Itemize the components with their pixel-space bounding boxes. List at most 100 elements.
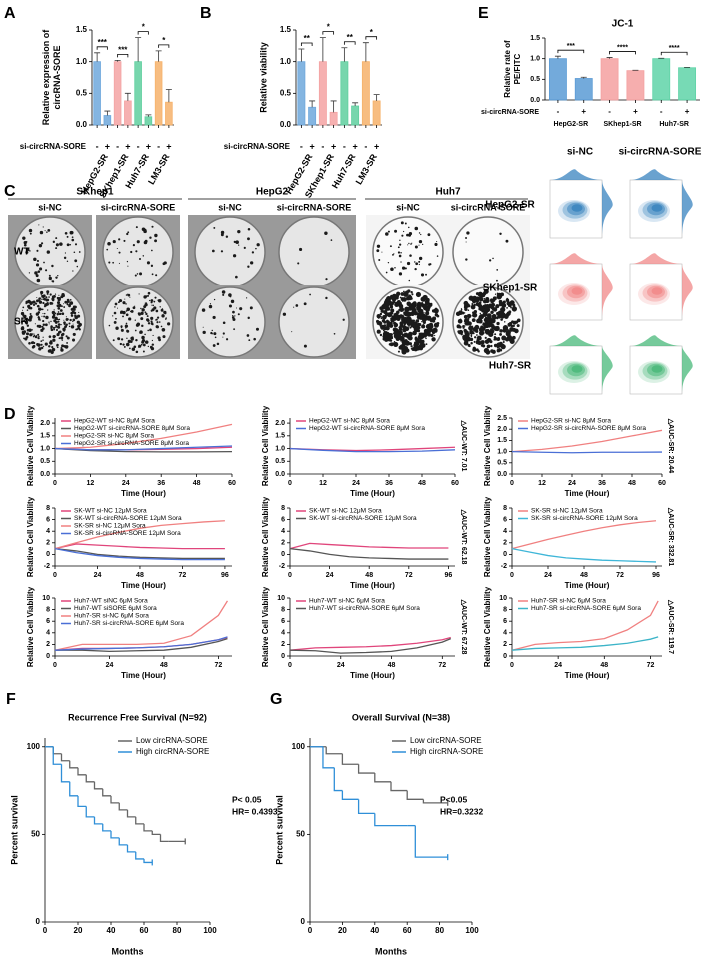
colony <box>407 335 413 341</box>
colony <box>493 338 496 341</box>
colony <box>158 338 161 342</box>
colony <box>390 318 395 323</box>
y-axis-label: Relative rate of <box>503 40 512 98</box>
colony <box>418 332 422 336</box>
colony <box>37 316 40 319</box>
flow-density <box>651 365 663 373</box>
colony <box>496 337 501 342</box>
significance-bracket <box>557 49 585 54</box>
colony <box>58 318 61 321</box>
x-tick-label: 36 <box>598 480 606 487</box>
colony <box>152 304 154 307</box>
colony <box>139 330 143 334</box>
legend-label: SK-SR si-NC 12μM Sora <box>74 523 146 530</box>
treatment-sign: - <box>364 141 367 151</box>
treatment-sign: - <box>96 141 99 151</box>
colony <box>380 309 384 313</box>
colony <box>146 261 151 265</box>
colony <box>64 345 69 349</box>
series-line <box>54 547 225 560</box>
colony <box>463 314 468 319</box>
colony <box>325 278 328 281</box>
colony <box>119 299 123 303</box>
colony <box>407 289 411 293</box>
colony <box>464 325 466 327</box>
colony <box>480 330 484 334</box>
treatment-sign: - <box>608 107 611 116</box>
colony <box>56 312 60 316</box>
colony <box>71 236 74 239</box>
colony <box>28 307 31 310</box>
colony <box>76 265 79 268</box>
colony <box>45 269 48 272</box>
colony <box>38 324 42 328</box>
cell-line-label: HepG2 <box>256 187 289 198</box>
y-tick-label: 0.0 <box>530 97 540 104</box>
colony <box>233 240 236 243</box>
colony <box>38 224 40 226</box>
significance-bracket <box>96 46 108 50</box>
colony <box>457 330 462 335</box>
legend-label: Huh7-WT si-circRNA-SORE 6μM Sora <box>309 605 420 612</box>
colony <box>406 233 409 237</box>
colony <box>125 322 128 325</box>
colony <box>135 338 138 342</box>
colony <box>325 296 328 300</box>
y-axis-label: Relative Cell Viability <box>261 405 270 486</box>
colony <box>213 226 216 229</box>
colony <box>147 294 150 297</box>
colony <box>236 307 238 309</box>
colony <box>386 320 388 322</box>
colony <box>78 251 81 253</box>
colony <box>467 332 470 336</box>
colony <box>50 350 54 355</box>
colony <box>399 239 401 241</box>
colony <box>414 267 417 271</box>
colony <box>488 331 494 337</box>
colony <box>429 318 434 323</box>
significance-bracket <box>117 54 129 58</box>
auc-annotation: △AUC-WT: 62.18 <box>460 509 467 565</box>
y-axis-label: Relative Cell Viability <box>483 496 492 577</box>
colony <box>23 337 25 340</box>
colony <box>225 235 229 238</box>
colony <box>46 250 51 254</box>
survival-step <box>143 823 153 832</box>
plate <box>102 216 174 288</box>
colony <box>57 274 59 277</box>
colony <box>472 326 478 332</box>
colony <box>419 303 423 307</box>
survival-step <box>110 795 120 804</box>
colony <box>32 300 36 304</box>
colony <box>69 244 72 246</box>
bar <box>134 61 142 126</box>
survival-step <box>126 809 136 818</box>
colony <box>151 225 154 228</box>
colony <box>28 272 31 274</box>
colony <box>420 233 422 236</box>
colony <box>247 237 250 241</box>
y-tick-label: 1.0 <box>497 448 507 455</box>
colony <box>431 337 436 342</box>
colony <box>403 311 410 317</box>
colony <box>147 319 150 322</box>
colony <box>498 294 503 299</box>
colony <box>503 314 509 320</box>
survival-step <box>85 774 95 783</box>
y-axis-label: Relative viability <box>258 42 268 113</box>
y-tick-label: 100 <box>292 742 306 751</box>
colony <box>465 241 467 243</box>
colony <box>40 346 44 350</box>
colony <box>418 232 421 234</box>
colony <box>145 312 148 316</box>
legend-label: Huh7-SR si-NC 6μM Sora <box>531 598 606 605</box>
y-tick-label: 1.5 <box>275 433 285 440</box>
y-tick-label: 0 <box>503 551 507 558</box>
colony <box>56 345 58 347</box>
y-tick-label: 0.0 <box>275 471 285 478</box>
survival-step <box>60 753 70 762</box>
colony <box>408 342 413 346</box>
colony <box>471 298 474 302</box>
y-axis-label: Percent survival <box>274 795 284 865</box>
